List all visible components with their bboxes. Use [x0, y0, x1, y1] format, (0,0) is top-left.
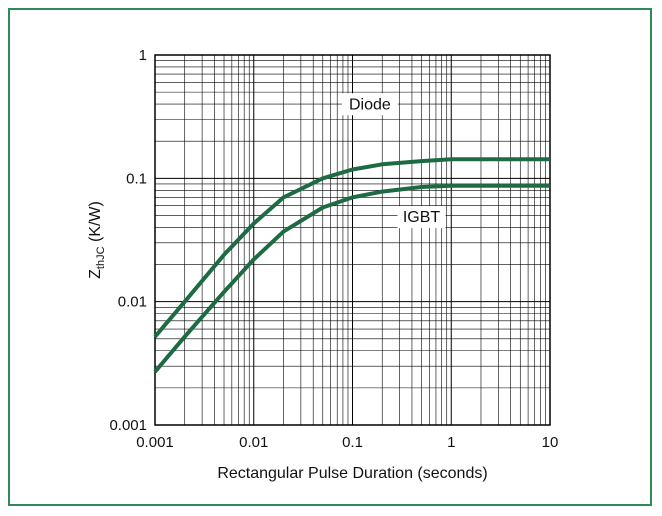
y-tick-label: 0.001 [109, 417, 147, 434]
diode-label: Diode [349, 96, 391, 113]
y-tick-label: 1 [139, 47, 147, 64]
x-tick-labels: 0.001 0.01 0.1 1 10 [136, 434, 558, 451]
x-tick-label: 10 [542, 434, 559, 451]
y-tick-label: 0.01 [118, 294, 147, 311]
series-line-igbt [153, 183, 550, 374]
y-axis-title-subscript: thJC [95, 246, 107, 269]
x-tick-label: 0.001 [136, 434, 174, 451]
y-axis-title: ZthJC (K/W) [87, 201, 107, 279]
igbt-label: IGBT [403, 209, 441, 226]
series-layer [153, 157, 550, 374]
y-tick-label: 0.1 [126, 170, 147, 187]
y-axis-title-unit: (K/W) [87, 201, 104, 246]
y-axis-title-main: Z [87, 269, 104, 279]
plot-border [154, 54, 551, 426]
x-tick-label: 1 [447, 434, 455, 451]
grid [155, 55, 550, 425]
chart-frame [8, 8, 652, 506]
x-tick-label: 0.1 [342, 434, 363, 451]
y-tick-labels: 0.001 0.01 0.1 1 [109, 47, 147, 434]
series-line-diode [153, 157, 550, 338]
diode-annotation: Diode [341, 93, 398, 116]
igbt-annotation: IGBT [397, 206, 446, 229]
x-axis-title: Rectangular Pulse Duration (seconds) [217, 465, 487, 482]
x-tick-label: 0.01 [239, 434, 268, 451]
